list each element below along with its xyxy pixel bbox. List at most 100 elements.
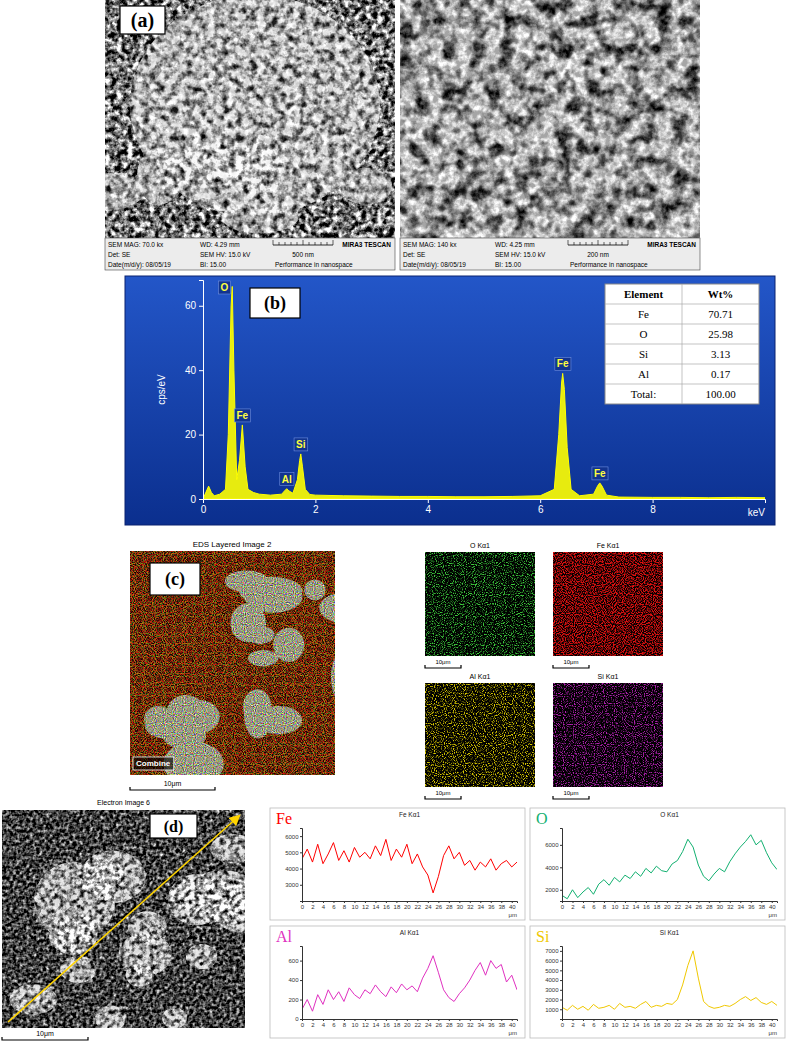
particle-cluster: [79, 857, 124, 896]
tick-label: 200: [288, 997, 299, 1003]
tick-label: 16: [643, 904, 650, 910]
tick-mark: [560, 970, 562, 971]
scale-ruler-tick: [580, 242, 581, 245]
particle-cluster: [144, 706, 173, 731]
peak-label-box: [218, 281, 230, 294]
tick: 8: [603, 901, 607, 910]
element-label: Fe: [276, 810, 292, 827]
tick-mark: [333, 901, 334, 903]
tick: 2: [313, 499, 319, 515]
tick-label: 24: [685, 1022, 692, 1028]
tick: 60: [185, 300, 203, 311]
tick: 2: [571, 1019, 575, 1028]
tick: 16: [383, 1019, 390, 1028]
scale-bar: [425, 796, 461, 799]
map-speckle: [130, 551, 335, 775]
tick: 4: [582, 1019, 586, 1028]
particle-cluster: [246, 626, 274, 644]
panel-label-text: (d): [164, 818, 184, 836]
panel-label-box: [250, 288, 300, 318]
tick-label: 12: [362, 904, 369, 910]
tick: 32: [467, 1019, 474, 1028]
tick: 0: [190, 494, 203, 505]
table-background: [605, 284, 759, 404]
tick-mark: [560, 951, 562, 952]
scale-ruler-tick: [321, 242, 322, 245]
tick-label: 2000: [545, 997, 559, 1003]
line-scan: [562, 835, 777, 899]
tick-mark: [199, 435, 203, 436]
tick-label: 38: [498, 904, 505, 910]
tick: 26: [695, 901, 702, 910]
tick: 16: [643, 1019, 650, 1028]
axis-title: μm: [509, 912, 517, 918]
tick-mark: [572, 901, 573, 903]
tick-mark: [614, 901, 615, 903]
tick-label: 38: [758, 1022, 765, 1028]
line-scan: [562, 951, 777, 1010]
axis: 02468: [201, 499, 766, 515]
tick: 6: [332, 901, 336, 910]
info-bar: SEM MAG: 140 kxWD: 4.25 mmDet: SESEM HV:…: [400, 238, 700, 270]
panel-frame: [530, 808, 785, 920]
info-text: MIRA3 TESCAN: [342, 241, 391, 248]
tick-mark: [199, 370, 203, 371]
tick-label: 30: [456, 1022, 463, 1028]
tick-mark: [300, 869, 302, 870]
peak-annotation: Si: [294, 438, 308, 451]
map-background: [553, 683, 663, 787]
tick-mark: [199, 306, 203, 307]
tick: 38: [498, 901, 505, 910]
tick: 0: [301, 901, 305, 910]
tick: 36: [748, 1019, 755, 1028]
particle-cluster: [194, 870, 245, 897]
tick-label: 12: [622, 904, 629, 910]
tick-label: 18: [654, 904, 661, 910]
tick: 28: [446, 1019, 453, 1028]
tick: 20: [404, 901, 411, 910]
scale-ruler-tick: [610, 242, 611, 245]
scale-ruler-tick: [598, 240, 599, 245]
element-label: Al: [276, 928, 293, 945]
peak-label-box: [294, 438, 308, 451]
scale-bar-text: 10μm: [164, 780, 182, 788]
tick-mark: [560, 980, 562, 981]
tick: 14: [373, 901, 380, 910]
tick-label: 40: [769, 904, 776, 910]
tick-mark: [459, 1019, 460, 1021]
tick-label: 14: [373, 1022, 380, 1028]
panel-c: EDS Layered Image 2(c)Combine10μmO Kα110…: [130, 540, 663, 799]
tick-mark: [635, 901, 636, 903]
tick-mark: [333, 1019, 334, 1021]
tick-label: 8: [603, 904, 607, 910]
tick: 0: [201, 499, 207, 515]
tick-label: 14: [633, 904, 640, 910]
axis: 0200400600: [288, 947, 302, 1023]
tick: 26: [435, 901, 442, 910]
particle-cluster: [65, 914, 96, 943]
tick: 40: [769, 1019, 776, 1028]
line-scan: [302, 956, 517, 1011]
tick-mark: [560, 961, 562, 962]
plot-area: [562, 951, 777, 1010]
element-map: Si Kα110μm: [553, 673, 663, 799]
particle-cluster: [95, 1005, 127, 1028]
tick: 28: [706, 901, 713, 910]
figure: SEM MAG: 70.0 kxWD: 4.29 mmDet: SESEM HV…: [0, 0, 787, 1047]
sem-image: [400, 0, 700, 238]
element-map: Fe Kα110μm: [553, 542, 663, 668]
tick-label: 18: [394, 904, 401, 910]
peak-annotation: O: [218, 281, 230, 294]
tick-mark: [407, 1019, 408, 1021]
tick-mark: [354, 901, 355, 903]
tick: 28: [446, 901, 453, 910]
tick-label: 24: [425, 904, 432, 910]
tick-label: 40: [509, 1022, 516, 1028]
tick-label: 600: [288, 958, 299, 964]
tick-label: 22: [675, 1022, 682, 1028]
axis: 1000200030004000500060007000: [545, 947, 562, 1020]
tick-mark: [375, 901, 376, 903]
axis: 0204060: [185, 281, 204, 505]
table-cell: O: [640, 328, 648, 340]
spectrum-background: [125, 276, 775, 525]
